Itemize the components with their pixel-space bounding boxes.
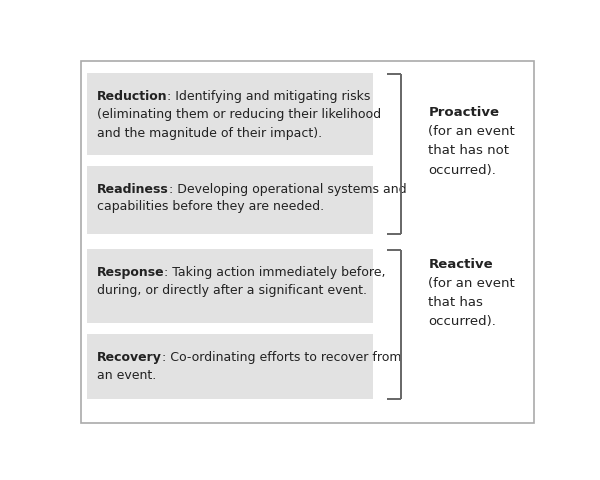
Text: (for an event: (for an event — [428, 125, 515, 138]
FancyBboxPatch shape — [80, 62, 535, 423]
FancyBboxPatch shape — [86, 167, 373, 235]
Text: : Co-ordinating efforts to recover from: : Co-ordinating efforts to recover from — [162, 350, 401, 363]
FancyBboxPatch shape — [86, 74, 373, 156]
Text: (eliminating them or reducing their likelihood
and the magnitude of their impact: (eliminating them or reducing their like… — [97, 108, 381, 139]
Text: Response: Response — [97, 265, 164, 278]
Text: occurred).: occurred). — [428, 163, 496, 176]
Text: : Identifying and mitigating risks: : Identifying and mitigating risks — [167, 90, 371, 103]
Text: during, or directly after a significant event.: during, or directly after a significant … — [97, 283, 367, 296]
Text: Readiness: Readiness — [97, 182, 169, 195]
FancyBboxPatch shape — [86, 335, 373, 399]
Text: (for an event: (for an event — [428, 276, 515, 289]
Text: Recovery: Recovery — [97, 350, 162, 363]
FancyBboxPatch shape — [86, 250, 373, 324]
Text: an event.: an event. — [97, 368, 156, 381]
Text: Proactive: Proactive — [428, 106, 499, 119]
Text: capabilities before they are needed.: capabilities before they are needed. — [97, 200, 324, 213]
Text: : Taking action immediately before,: : Taking action immediately before, — [164, 265, 386, 278]
Text: occurred).: occurred). — [428, 315, 496, 328]
Text: that has not: that has not — [428, 144, 509, 157]
Text: : Developing operational systems and: : Developing operational systems and — [169, 182, 406, 195]
Text: Reactive: Reactive — [428, 257, 493, 270]
Text: Reduction: Reduction — [97, 90, 167, 103]
Text: that has: that has — [428, 296, 483, 309]
